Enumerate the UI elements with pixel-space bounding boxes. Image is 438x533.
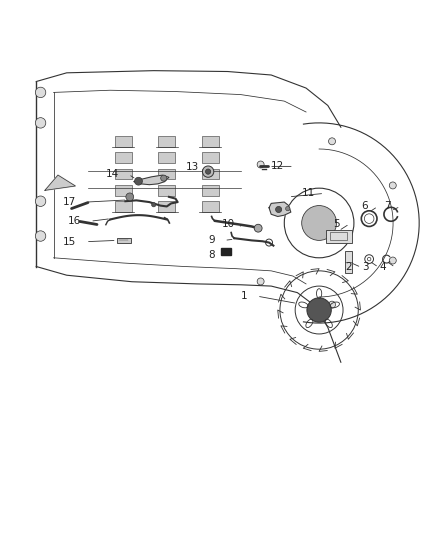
Circle shape (35, 231, 46, 241)
Circle shape (152, 203, 156, 207)
Bar (345, 251, 352, 273)
Circle shape (276, 206, 282, 213)
Text: 12: 12 (271, 161, 284, 172)
Text: 13: 13 (186, 162, 199, 172)
Bar (201, 168, 219, 180)
Bar (158, 185, 176, 196)
Circle shape (328, 138, 336, 145)
Polygon shape (269, 202, 291, 216)
Bar (201, 201, 219, 212)
Circle shape (328, 301, 336, 308)
Text: 16: 16 (67, 216, 81, 226)
Text: 10: 10 (222, 219, 235, 229)
Bar (115, 185, 132, 196)
Circle shape (254, 224, 262, 232)
Circle shape (389, 182, 396, 189)
Circle shape (134, 177, 142, 185)
Text: 1: 1 (240, 291, 247, 301)
Circle shape (202, 166, 214, 177)
Bar (158, 152, 176, 163)
Text: 7: 7 (384, 201, 391, 212)
Circle shape (257, 278, 264, 285)
Bar (117, 238, 131, 243)
Circle shape (307, 298, 331, 322)
Circle shape (286, 206, 290, 211)
Text: 15: 15 (63, 237, 76, 247)
Circle shape (389, 257, 396, 264)
Bar (158, 201, 176, 212)
Text: 8: 8 (208, 250, 215, 260)
Text: 17: 17 (63, 197, 76, 207)
Bar (115, 201, 132, 212)
Circle shape (35, 118, 46, 128)
Text: 6: 6 (362, 201, 368, 212)
Bar (158, 136, 176, 147)
Circle shape (126, 193, 134, 201)
Text: 5: 5 (333, 219, 340, 229)
Circle shape (161, 175, 167, 181)
Circle shape (35, 196, 46, 206)
Circle shape (35, 87, 46, 98)
Text: 14: 14 (106, 169, 119, 179)
Circle shape (302, 206, 336, 240)
Polygon shape (134, 175, 169, 184)
Bar (115, 168, 132, 180)
Bar (201, 185, 219, 196)
Bar (115, 136, 132, 147)
Text: 4: 4 (379, 262, 386, 272)
Circle shape (205, 169, 211, 174)
Text: 2: 2 (345, 262, 352, 272)
Text: 3: 3 (363, 262, 369, 272)
Bar (201, 136, 219, 147)
Bar (330, 232, 347, 240)
Bar (115, 152, 132, 163)
Bar (221, 248, 231, 255)
Polygon shape (45, 175, 75, 190)
Text: 11: 11 (301, 188, 315, 198)
Circle shape (257, 161, 264, 168)
Bar (201, 152, 219, 163)
Text: 9: 9 (208, 236, 215, 245)
Bar (325, 230, 352, 243)
Bar (158, 168, 176, 180)
